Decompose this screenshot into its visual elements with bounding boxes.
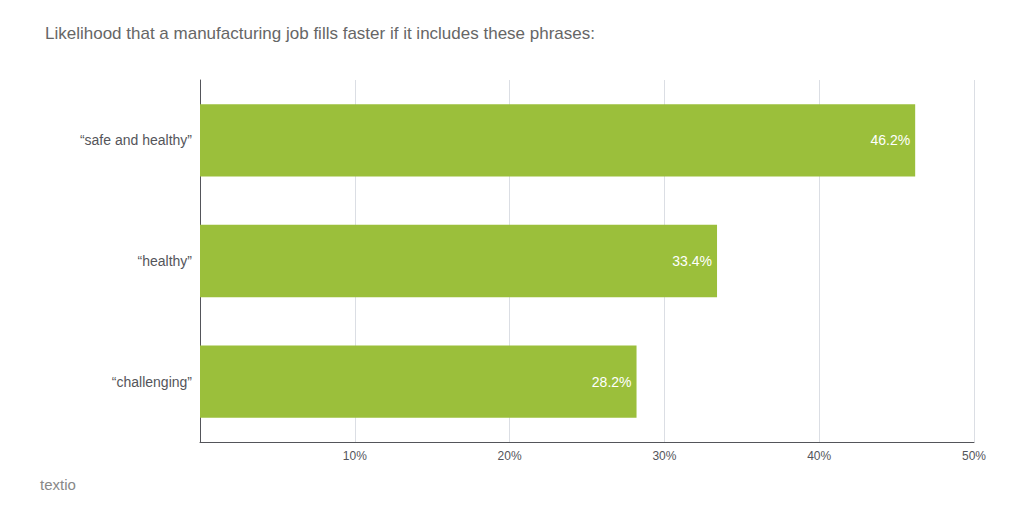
svg-text:10%: 10% (343, 449, 367, 463)
svg-text:33.4%: 33.4% (672, 253, 712, 269)
svg-text:40%: 40% (807, 449, 831, 463)
svg-text:28.2%: 28.2% (592, 374, 632, 390)
svg-text:30%: 30% (652, 449, 676, 463)
svg-text:textio: textio (40, 476, 76, 493)
svg-text:Likelihood that a manufacturin: Likelihood that a manufacturing job fill… (45, 24, 595, 43)
svg-text:“safe and healthy”: “safe and healthy” (80, 132, 192, 148)
svg-text:“healthy”: “healthy” (138, 253, 193, 269)
svg-text:46.2%: 46.2% (870, 132, 910, 148)
svg-text:“challenging”: “challenging” (112, 374, 192, 390)
svg-text:20%: 20% (498, 449, 522, 463)
svg-text:50%: 50% (962, 449, 986, 463)
